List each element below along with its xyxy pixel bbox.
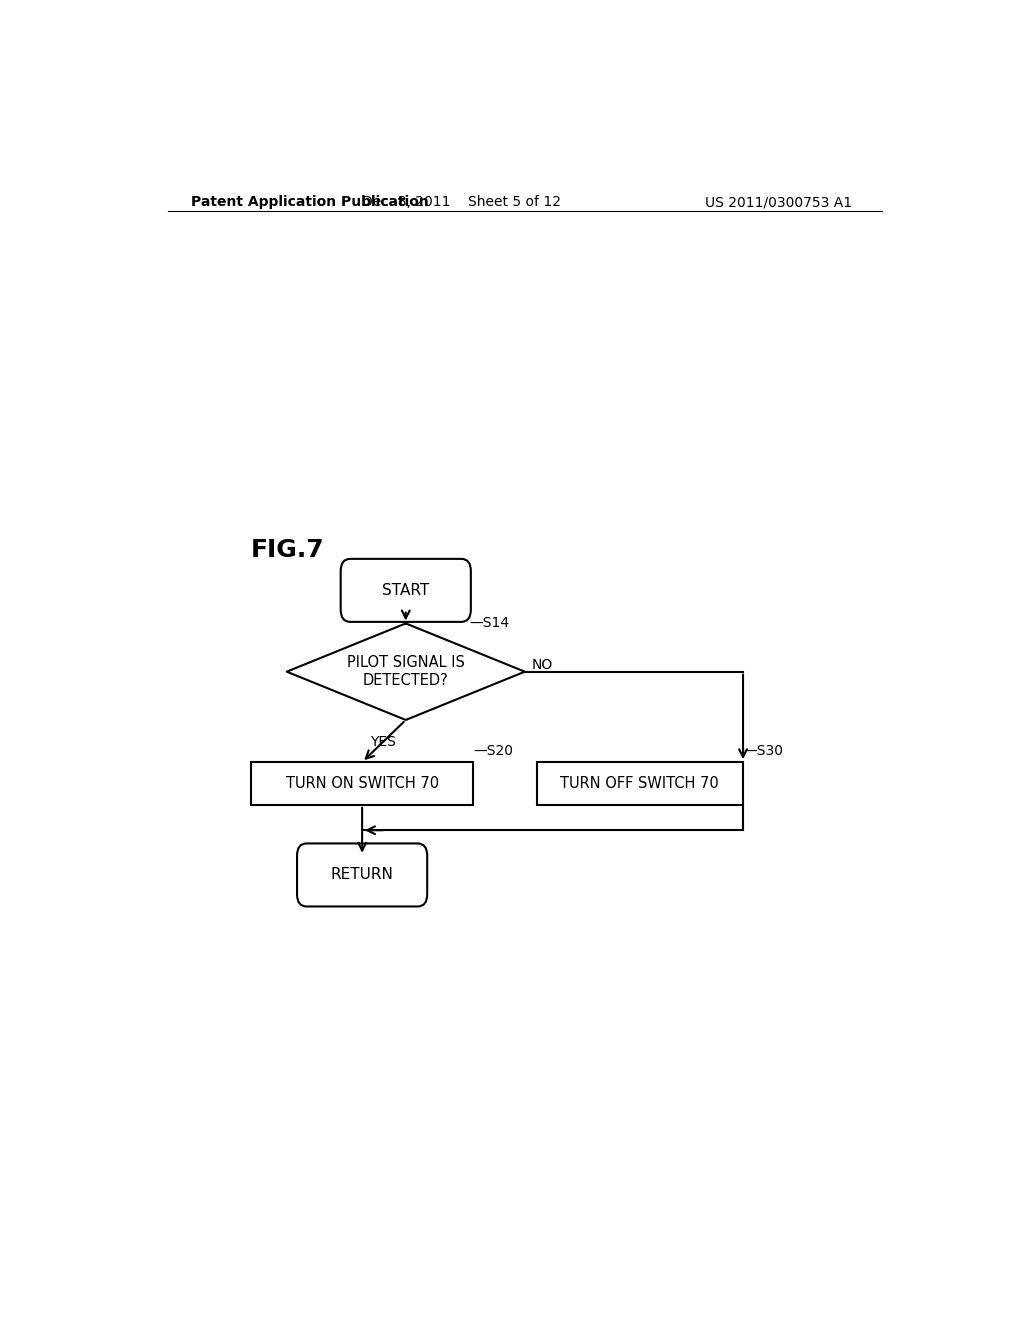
Text: —S30: —S30 xyxy=(743,744,783,758)
Text: Patent Application Publication: Patent Application Publication xyxy=(191,195,429,209)
Text: NO: NO xyxy=(531,657,552,672)
Text: RETURN: RETURN xyxy=(331,867,393,883)
Bar xyxy=(537,762,743,805)
Text: TURN ON SWITCH 70: TURN ON SWITCH 70 xyxy=(286,776,438,791)
Text: PILOT SIGNAL IS
DETECTED?: PILOT SIGNAL IS DETECTED? xyxy=(347,656,465,688)
Text: START: START xyxy=(382,583,429,598)
FancyBboxPatch shape xyxy=(341,558,471,622)
FancyBboxPatch shape xyxy=(297,843,427,907)
Text: US 2011/0300753 A1: US 2011/0300753 A1 xyxy=(706,195,852,209)
Text: —S20: —S20 xyxy=(473,744,513,758)
Text: TURN OFF SWITCH 70: TURN OFF SWITCH 70 xyxy=(560,776,719,791)
Text: Dec. 8, 2011    Sheet 5 of 12: Dec. 8, 2011 Sheet 5 of 12 xyxy=(361,195,561,209)
Text: YES: YES xyxy=(370,735,396,748)
Bar xyxy=(251,762,473,805)
Text: —S14: —S14 xyxy=(469,616,509,630)
Text: FIG.7: FIG.7 xyxy=(251,537,325,562)
